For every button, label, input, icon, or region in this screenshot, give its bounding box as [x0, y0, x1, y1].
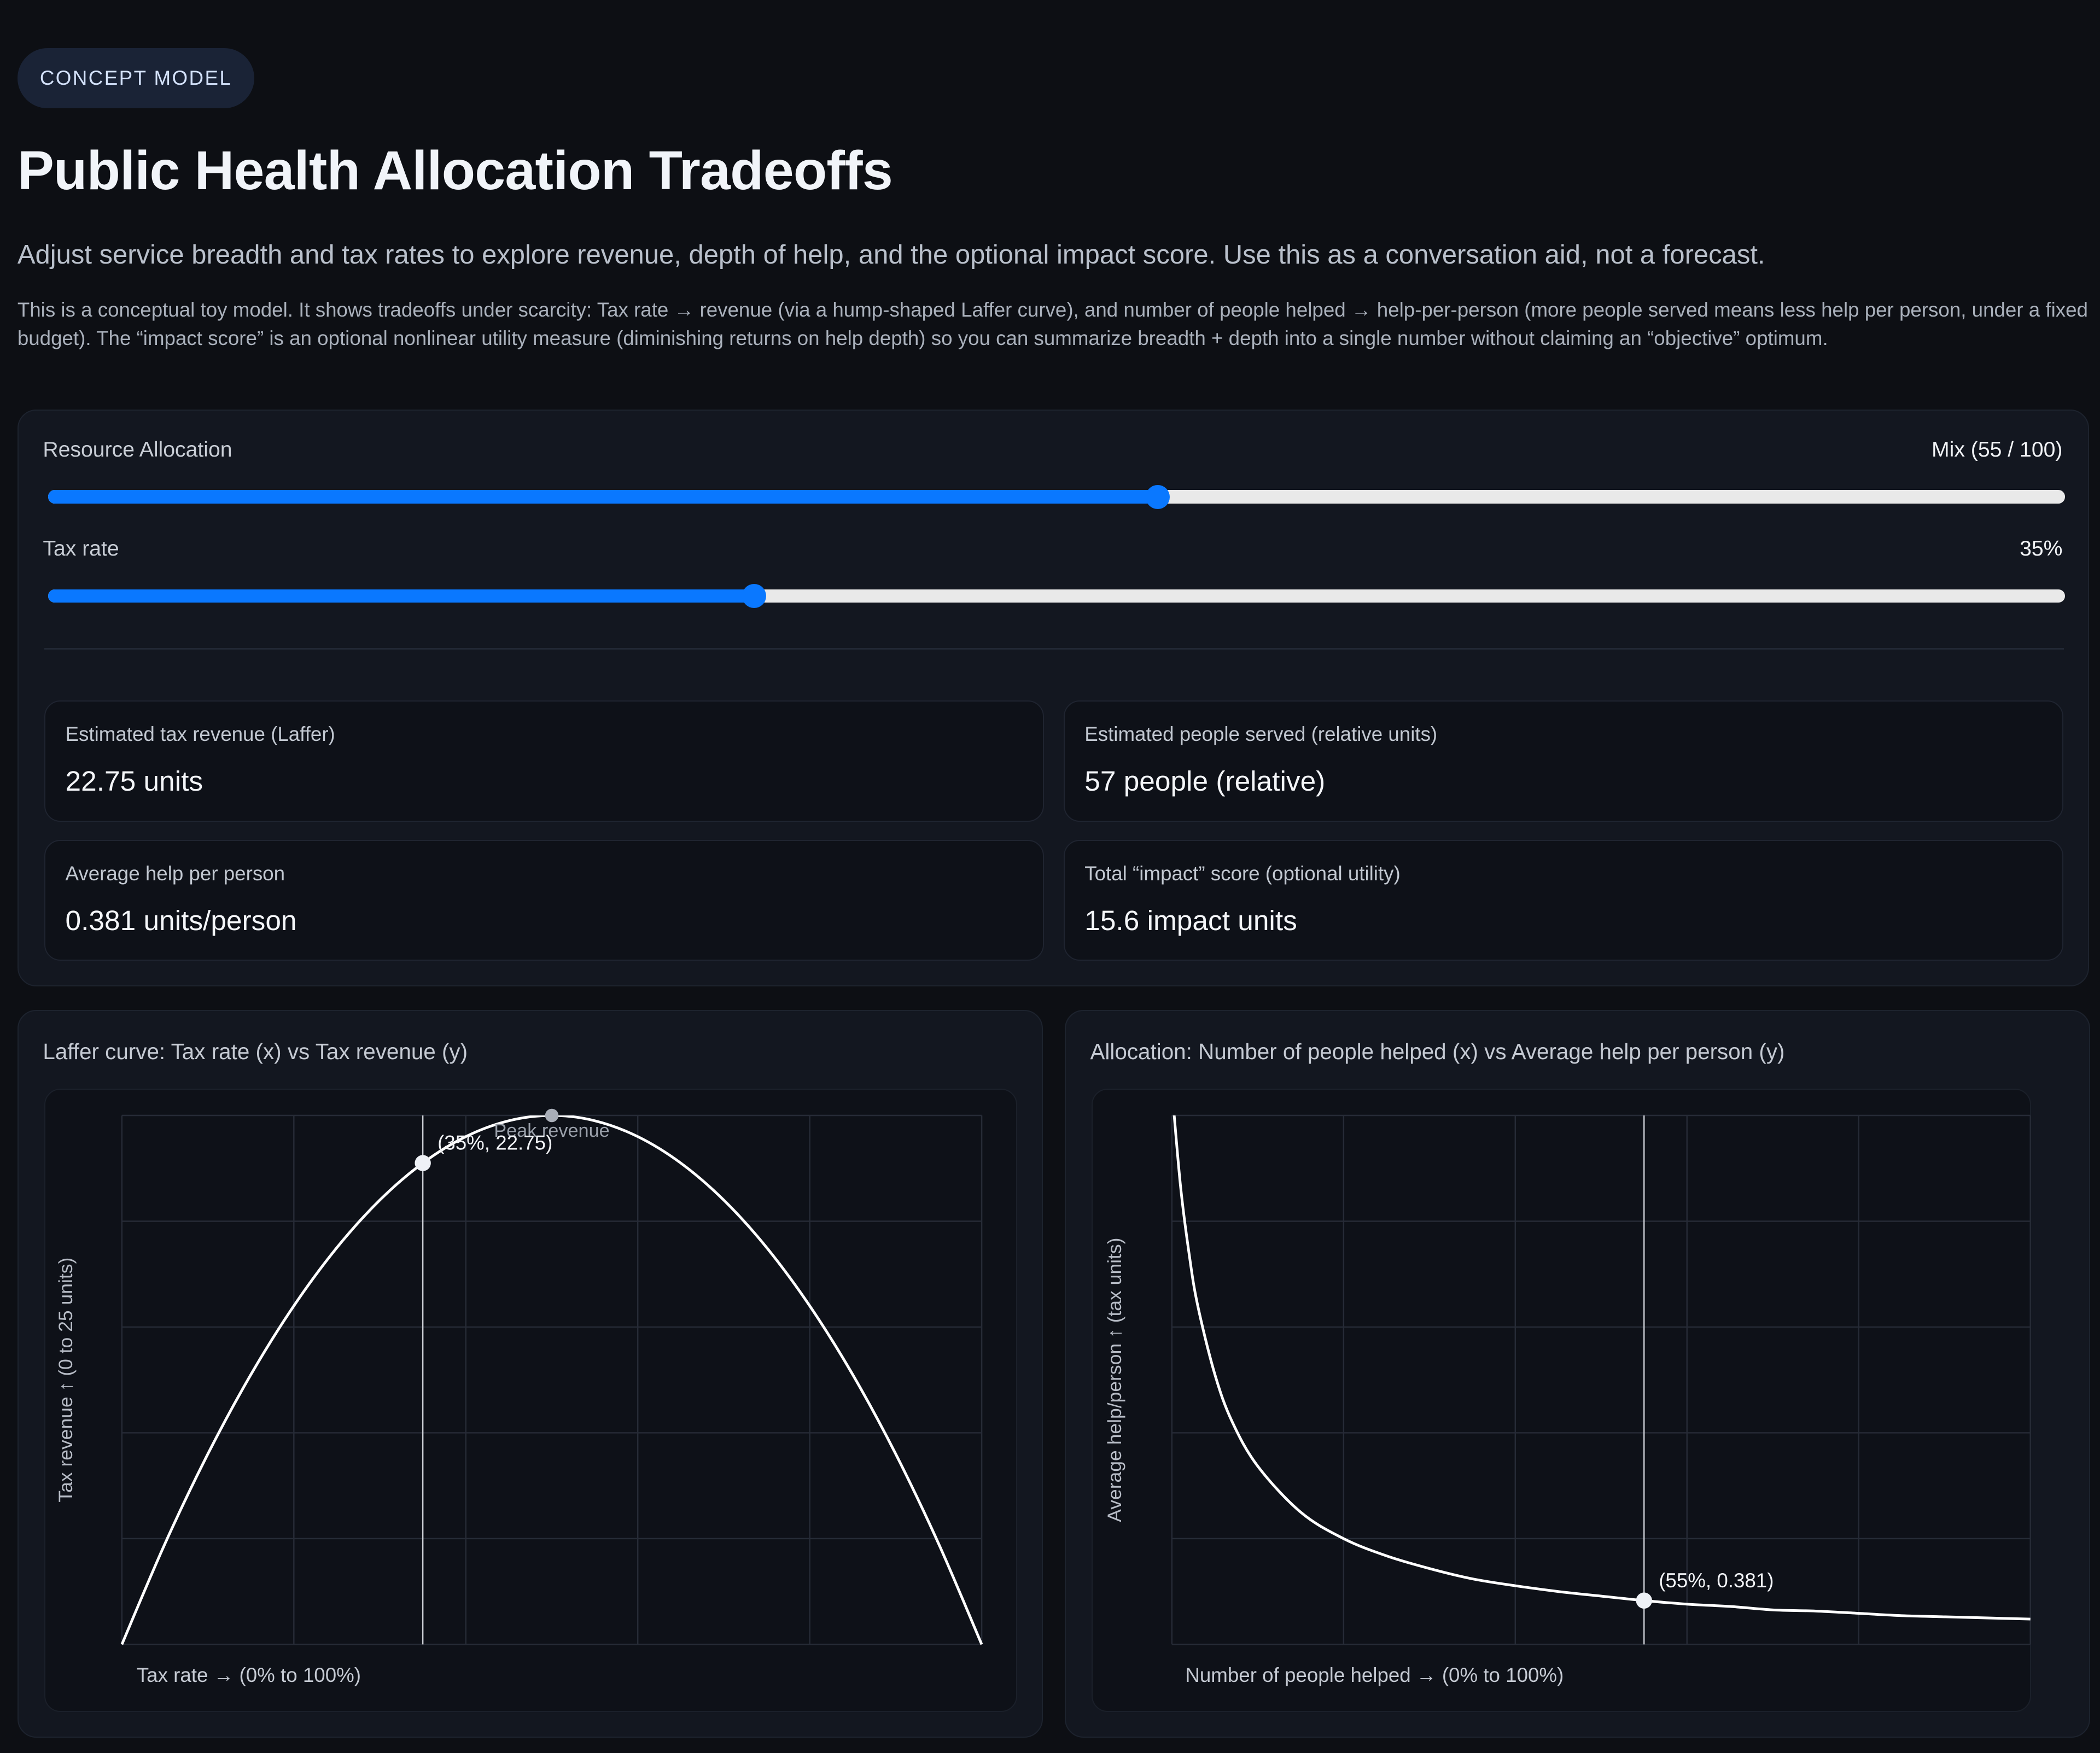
peak-label: Peak revenue — [494, 1120, 609, 1141]
tax-rate-slider-thumb[interactable] — [742, 583, 767, 608]
x-axis-label: Number of people helped → (0% to 100%) — [1185, 1664, 1564, 1686]
current-point-label: (35%, 22.75) — [438, 1132, 552, 1154]
laffer-plot-box — [44, 1089, 1018, 1713]
tax-rate-slider[interactable] — [48, 583, 2066, 608]
divider — [44, 648, 2064, 650]
y-axis-label: Average help/person ↑ (tax units) — [1104, 1238, 1125, 1522]
allocation-slider-fill — [48, 490, 1158, 504]
allocation-label: Resource Allocation — [43, 437, 232, 461]
tax-rate-slider-fill — [48, 589, 755, 603]
allocation-chart-title: Allocation: Number of people helped (x) … — [1090, 1039, 1785, 1065]
allocation-value: Mix (55 / 100) — [1931, 437, 2063, 461]
metric-label: Total “impact” score (optional utility) — [1084, 862, 1401, 885]
metric-value: 15.6 impact units — [1084, 904, 1297, 936]
series-line — [1172, 1115, 2031, 1621]
tax-rate-label: Tax rate — [43, 537, 119, 561]
metric-card-revenue: Estimated tax revenue (Laffer) 22.75 uni… — [44, 700, 1045, 822]
allocation-slider[interactable] — [48, 484, 2066, 509]
metric-card-help: Average help per person 0.381 units/pers… — [44, 839, 1045, 961]
metric-label: Estimated people served (relative units) — [1084, 722, 1438, 745]
metric-value: 22.75 units — [65, 764, 203, 797]
concept-model-badge: CONCEPT MODEL — [17, 48, 255, 109]
tax-rate-value: 35% — [2020, 537, 2063, 561]
laffer-chart-title: Laffer curve: Tax rate (x) vs Tax revenu… — [43, 1039, 468, 1065]
metric-card-impact: Total “impact” score (optional utility) … — [1063, 839, 2063, 961]
allocation-plot-box — [1091, 1089, 2032, 1713]
series-line — [120, 1115, 983, 1645]
page-description: This is a conceptual toy model. It shows… — [17, 299, 2088, 349]
metric-value: 57 people (relative) — [1084, 764, 1326, 797]
allocation-slider-thumb[interactable] — [1145, 484, 1170, 509]
page-subtitle: Adjust service breadth and tax rates to … — [17, 240, 1765, 270]
metric-label: Average help per person — [65, 862, 285, 885]
current-point — [415, 1155, 431, 1171]
page-title: Public Health Allocation Tradeoffs — [17, 139, 893, 201]
current-point-label: (55%, 0.381) — [1659, 1569, 1774, 1592]
y-axis-label: Tax revenue ↑ (0 to 25 units) — [55, 1258, 77, 1503]
metric-card-people: Estimated people served (relative units)… — [1063, 700, 2063, 822]
current-point — [1636, 1592, 1652, 1609]
metric-value: 0.381 units/person — [65, 904, 297, 936]
x-axis-label: Tax rate → (0% to 100%) — [137, 1664, 361, 1686]
peak-point — [545, 1108, 559, 1123]
metric-label: Estimated tax revenue (Laffer) — [65, 722, 335, 745]
